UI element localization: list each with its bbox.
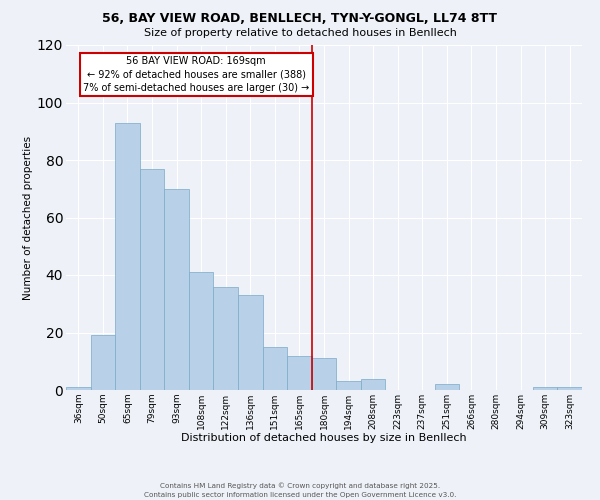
Bar (434, 384, 459, 390)
Bar (140, 168, 164, 390)
Bar (214, 286, 238, 390)
Text: 56, BAY VIEW ROAD, BENLLECH, TYN-Y-GONGL, LL74 8TT: 56, BAY VIEW ROAD, BENLLECH, TYN-Y-GONGL… (103, 12, 497, 26)
Bar (164, 188, 189, 390)
Bar (263, 347, 287, 390)
Bar (557, 387, 582, 390)
Text: Contains public sector information licensed under the Open Government Licence v3: Contains public sector information licen… (144, 492, 456, 498)
Bar (533, 387, 557, 390)
Bar (238, 295, 263, 390)
Bar (115, 122, 140, 390)
Bar (312, 358, 336, 390)
Text: Size of property relative to detached houses in Benllech: Size of property relative to detached ho… (143, 28, 457, 38)
Bar (66, 387, 91, 390)
Bar (91, 336, 115, 390)
Bar (287, 356, 312, 390)
Y-axis label: Number of detached properties: Number of detached properties (23, 136, 32, 300)
Text: 56 BAY VIEW ROAD: 169sqm
← 92% of detached houses are smaller (388)
7% of semi-d: 56 BAY VIEW ROAD: 169sqm ← 92% of detach… (83, 56, 310, 93)
X-axis label: Distribution of detached houses by size in Benllech: Distribution of detached houses by size … (181, 434, 467, 444)
Bar (336, 382, 361, 390)
Bar (361, 378, 385, 390)
Text: Contains HM Land Registry data © Crown copyright and database right 2025.: Contains HM Land Registry data © Crown c… (160, 482, 440, 489)
Bar (189, 272, 214, 390)
